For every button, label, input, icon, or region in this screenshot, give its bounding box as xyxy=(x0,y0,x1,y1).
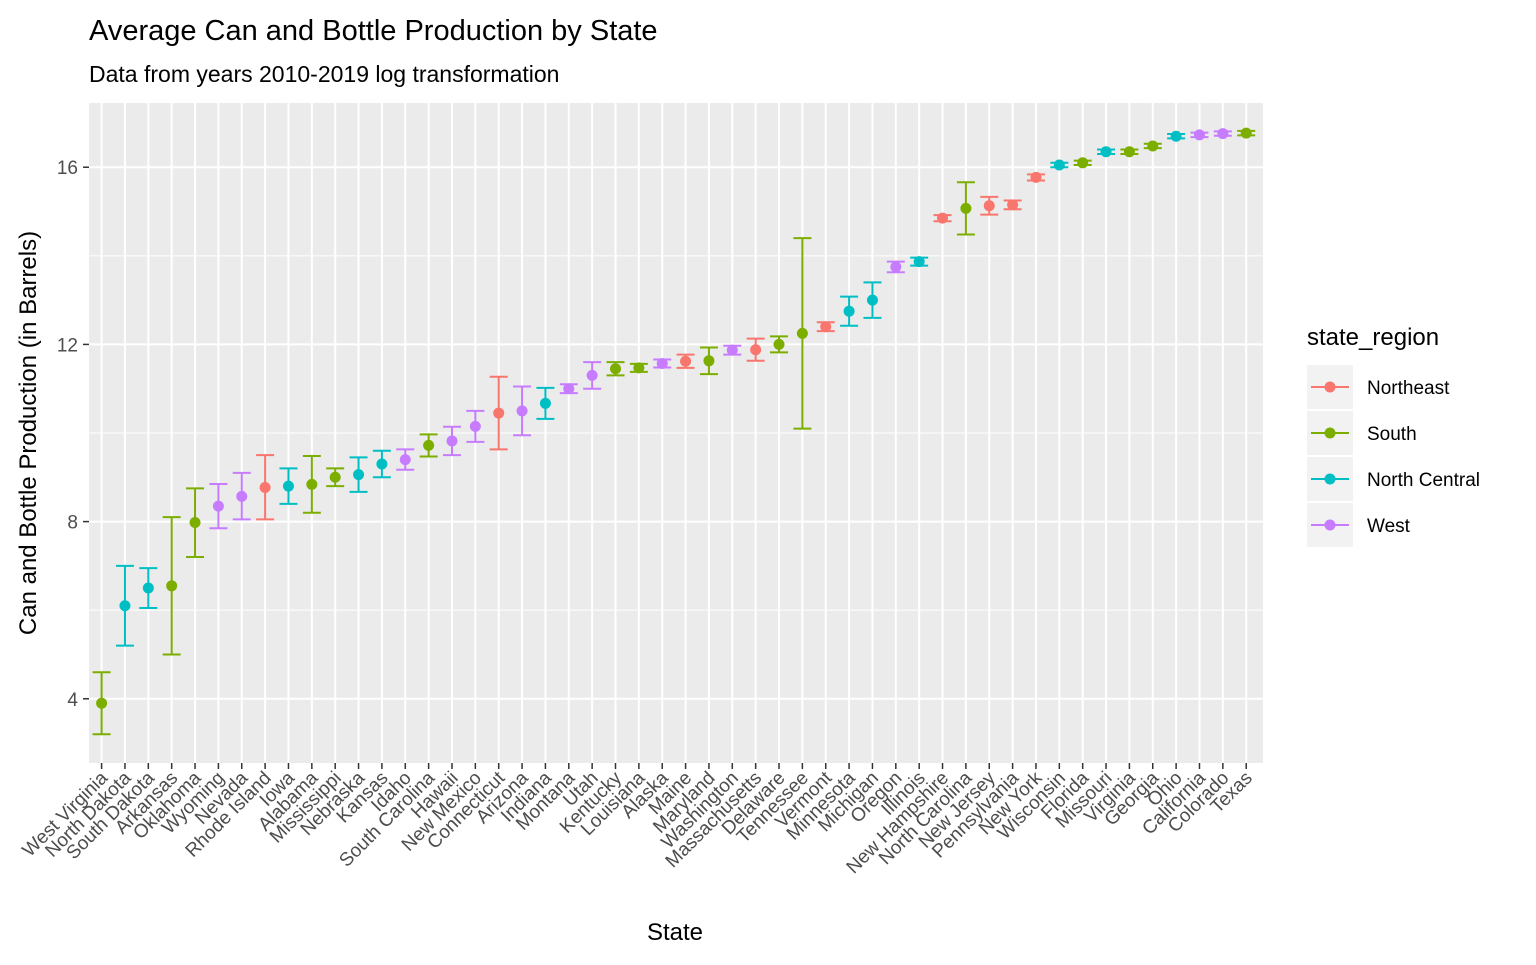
data-point xyxy=(1123,146,1135,158)
legend-entry-label: North Central xyxy=(1367,470,1480,491)
data-point xyxy=(539,397,551,409)
data-point xyxy=(96,697,108,709)
data-point xyxy=(212,500,224,512)
y-tick-label: 4 xyxy=(67,690,78,711)
data-point xyxy=(890,261,902,273)
data-point xyxy=(306,478,318,490)
data-point xyxy=(656,357,668,369)
data-point xyxy=(796,327,808,339)
y-tick-label: 8 xyxy=(67,513,78,534)
data-point xyxy=(1240,127,1252,139)
data-point xyxy=(563,383,575,395)
legend-entry-label: South xyxy=(1367,424,1417,445)
chart-subtitle: Data from years 2010-2019 log transforma… xyxy=(89,61,559,87)
data-point xyxy=(1193,129,1205,141)
data-point xyxy=(1100,146,1112,158)
data-point xyxy=(960,202,972,214)
data-point xyxy=(773,338,785,350)
data-point xyxy=(586,369,598,381)
y-tick-label: 16 xyxy=(57,158,78,179)
data-point xyxy=(1053,159,1065,171)
x-axis-label: State xyxy=(647,919,703,946)
data-point xyxy=(446,435,458,447)
data-point xyxy=(1147,140,1159,152)
legend-key-point xyxy=(1324,381,1336,393)
data-point xyxy=(166,580,178,592)
data-point xyxy=(353,469,365,481)
legend-key-point xyxy=(1324,519,1336,531)
data-point xyxy=(843,305,855,317)
y-tick-label: 12 xyxy=(57,335,78,356)
data-point xyxy=(329,471,341,483)
legend-title: state_region xyxy=(1307,324,1439,351)
legend-entry-label: West xyxy=(1367,516,1411,537)
data-point xyxy=(516,405,528,417)
data-point xyxy=(119,600,131,612)
chart-title: Average Can and Bottle Production by Sta… xyxy=(89,15,658,47)
data-point xyxy=(493,407,505,419)
data-point xyxy=(423,439,435,451)
y-axis-label: Can and Bottle Production (in Barrels) xyxy=(15,231,42,635)
legend: state_region Northeast South North Central… xyxy=(1307,324,1480,547)
legend-entry-label: Northeast xyxy=(1367,378,1450,399)
data-point xyxy=(866,294,878,306)
data-point xyxy=(610,363,622,375)
data-point xyxy=(282,480,294,492)
data-point xyxy=(376,458,388,470)
data-point xyxy=(750,344,762,356)
legend-key-point xyxy=(1324,427,1336,439)
data-point xyxy=(633,362,645,374)
data-point xyxy=(703,355,715,367)
data-point xyxy=(913,256,925,268)
data-point xyxy=(259,481,271,493)
data-point xyxy=(1030,171,1042,183)
data-point xyxy=(236,490,248,502)
legend-key-point xyxy=(1324,473,1336,485)
data-point xyxy=(680,355,692,367)
data-point xyxy=(937,212,949,224)
data-point xyxy=(142,582,154,594)
data-point xyxy=(726,344,738,356)
data-point xyxy=(399,454,411,466)
data-point xyxy=(983,200,995,212)
data-point xyxy=(469,420,481,432)
data-point xyxy=(189,516,201,528)
data-point xyxy=(1007,199,1019,211)
data-point xyxy=(820,321,832,333)
data-point xyxy=(1077,157,1089,169)
data-point xyxy=(1217,128,1229,140)
data-point xyxy=(1170,130,1182,142)
